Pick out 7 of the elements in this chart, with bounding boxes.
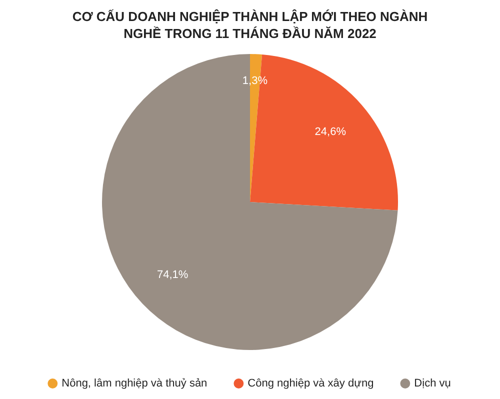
legend-label: Dịch vụ [414, 378, 451, 390]
chart-title: CƠ CẤU DOANH NGHIỆP THÀNH LẬP MỚI THEO NGÀNH NGHỀ TRONG 11 THÁNG ĐẦU NĂM 2022 [71, 8, 429, 43]
data-label: 24,6% [314, 126, 346, 138]
data-label: 74,1% [156, 269, 188, 282]
data-label: 1,3% [242, 74, 268, 87]
legend-label: Nông, lâm nghiệp và thuỷ sản [62, 378, 208, 390]
legend-label: Công nghiệp và xây dựng [248, 378, 374, 390]
